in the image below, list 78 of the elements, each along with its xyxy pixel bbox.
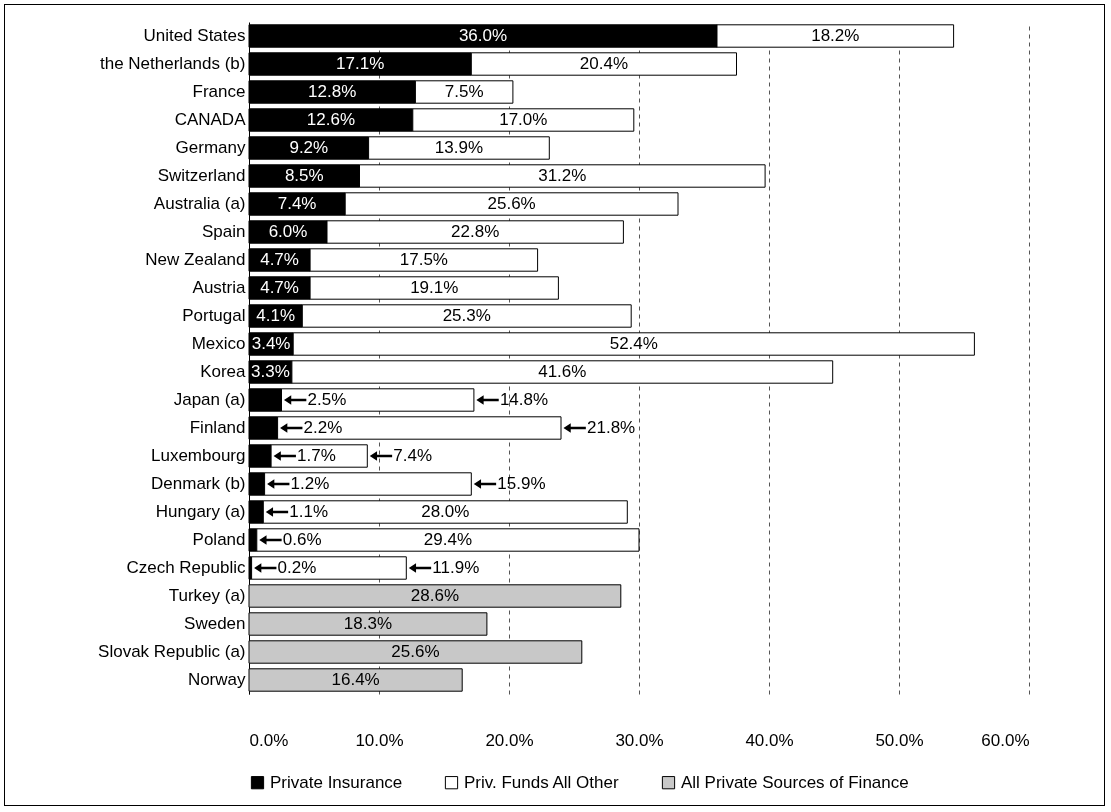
y-tick-label: Switzerland bbox=[157, 166, 246, 185]
y-tick-label: Czech Republic bbox=[126, 558, 246, 577]
data-label: 25.6% bbox=[487, 194, 536, 213]
y-tick-label: Luxembourg bbox=[150, 446, 246, 465]
x-tick-label: 0.0% bbox=[249, 730, 289, 750]
data-label: 4.1% bbox=[256, 306, 296, 325]
y-tick-label: Poland bbox=[192, 530, 246, 549]
y-tick-label: Spain bbox=[202, 222, 246, 241]
data-label: 25.3% bbox=[442, 306, 491, 325]
data-label: 31.2% bbox=[538, 166, 587, 185]
y-tick-label: Germany bbox=[175, 138, 246, 157]
data-label: 17.0% bbox=[499, 110, 548, 129]
data-label: 15.9% bbox=[497, 474, 546, 493]
y-tick-label: Slovak Republic (a) bbox=[98, 642, 246, 661]
data-label: 7.4% bbox=[393, 446, 433, 465]
data-label: 2.5% bbox=[307, 390, 347, 409]
data-label: 3.3% bbox=[251, 362, 290, 381]
data-label: 3.4% bbox=[251, 334, 291, 353]
y-tick-label: France bbox=[192, 82, 246, 101]
data-label: 4.7% bbox=[260, 250, 299, 269]
data-label: 8.5% bbox=[284, 166, 324, 185]
y-tick-label: Turkey (a) bbox=[168, 586, 246, 605]
x-tick-label: 40.0% bbox=[745, 730, 794, 750]
data-label: 20.4% bbox=[579, 54, 628, 73]
data-label: 1.7% bbox=[297, 446, 336, 465]
data-label: 0.2% bbox=[277, 558, 317, 577]
x-tick-label: 30.0% bbox=[615, 730, 664, 750]
data-label: 13.9% bbox=[434, 138, 484, 157]
data-label: 0.6% bbox=[282, 530, 322, 549]
y-tick-label: Korea bbox=[200, 362, 247, 381]
x-tick-label: 20.0% bbox=[485, 730, 534, 750]
data-label: 2.2% bbox=[303, 418, 343, 437]
data-label: 18.3% bbox=[343, 614, 393, 633]
y-tick-label: Japan (a) bbox=[173, 390, 246, 409]
data-label: 28.6% bbox=[410, 586, 459, 605]
x-tick-label: 10.0% bbox=[355, 730, 404, 750]
data-label: 11.9% bbox=[432, 558, 480, 577]
data-label: 17.5% bbox=[399, 250, 448, 269]
data-label: 7.5% bbox=[444, 82, 484, 101]
y-tick-label: Hungary (a) bbox=[155, 502, 246, 521]
y-tick-label: United States bbox=[143, 26, 246, 45]
data-label: 12.6% bbox=[306, 110, 355, 129]
y-tick-label: Austria bbox=[192, 278, 247, 297]
data-label: 6.0% bbox=[268, 222, 308, 241]
y-tick-label: Sweden bbox=[184, 614, 246, 633]
data-label: 16.4% bbox=[331, 670, 380, 689]
legend-label: Private Insurance bbox=[270, 772, 403, 792]
y-tick-label: New Zealand bbox=[145, 250, 246, 269]
data-label: 7.4% bbox=[277, 194, 317, 213]
data-label: 17.1% bbox=[336, 54, 385, 73]
data-label: 1.2% bbox=[290, 474, 330, 493]
legend-label: All Private Sources of Finance bbox=[681, 772, 909, 792]
y-tick-label: Mexico bbox=[191, 334, 246, 353]
data-label: 14.8% bbox=[499, 390, 549, 409]
y-tick-label: Denmark (b) bbox=[151, 474, 246, 493]
data-label: 25.6% bbox=[391, 642, 440, 661]
y-tick-label: the Netherlands (b) bbox=[99, 54, 246, 73]
data-label: 19.1% bbox=[410, 278, 459, 297]
y-tick-label: Norway bbox=[187, 670, 246, 689]
data-label: 12.8% bbox=[308, 82, 357, 101]
data-label: 36.0% bbox=[458, 26, 508, 45]
x-tick-label: 50.0% bbox=[875, 730, 924, 750]
data-label: 28.0% bbox=[421, 502, 470, 521]
x-tick-label: 60.0% bbox=[981, 730, 1030, 750]
y-tick-label: CANADA bbox=[174, 110, 247, 129]
data-label: 22.8% bbox=[451, 222, 500, 241]
data-label: 9.2% bbox=[289, 138, 329, 157]
data-label: 4.7% bbox=[260, 278, 299, 297]
data-label: 41.6% bbox=[538, 362, 587, 381]
legend-label: Priv. Funds All Other bbox=[464, 772, 619, 792]
y-tick-label: Finland bbox=[189, 418, 246, 437]
y-tick-label: Australia (a) bbox=[153, 194, 246, 213]
data-label: 1.1% bbox=[289, 502, 329, 521]
y-tick-label: Portugal bbox=[182, 306, 246, 325]
data-label: 18.2% bbox=[811, 26, 860, 45]
data-label: 21.8% bbox=[587, 418, 636, 437]
data-label: 52.4% bbox=[609, 334, 658, 353]
data-label: 29.4% bbox=[423, 530, 472, 549]
